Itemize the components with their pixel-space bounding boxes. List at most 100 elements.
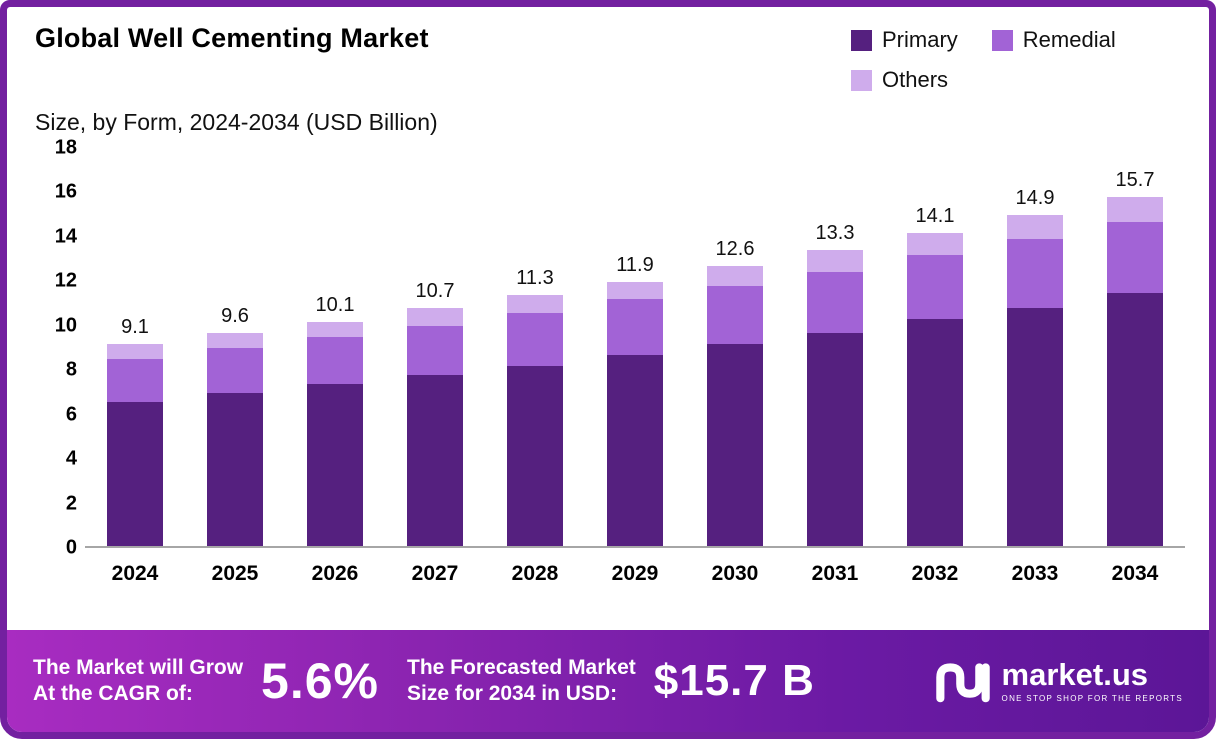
marketus-logo-icon [935,663,990,703]
brand-tagline: ONE STOP SHOP FOR THE REPORTS [1001,694,1183,703]
x-axis-label: 2027 [411,562,459,585]
x-axis-label: 2024 [111,562,159,585]
x-axis-label: 2026 [311,562,359,585]
x-axis-label: 2034 [1111,562,1159,585]
bar-segment-primary [507,366,563,546]
bar-segment-primary [807,332,863,546]
legend-item-remedial: Remedial [991,27,1116,53]
y-tick: 10 [54,314,77,337]
y-axis: 0 2 4 6 8 10 12 14 16 18 [23,137,85,559]
bar-total-label: 11.3 [516,266,554,289]
chart-title: Global Well Cementing Market [35,23,429,53]
bar-total-label: 10.7 [415,280,455,303]
y-tick: 12 [54,269,77,292]
bar-segment-primary [407,374,463,546]
bar-segment-others [707,266,763,287]
bar-total-label: 12.6 [715,238,755,261]
bar-segment-others [107,343,163,360]
bar-segment-others [907,232,963,255]
bar-segment-primary [1007,308,1063,546]
bar-segment-remedial [307,337,363,384]
legend-label: Others [882,67,949,92]
bar-total-label: 10.1 [315,293,355,316]
bar-segment-primary [1107,292,1163,546]
legend: Primary Remedial Others [851,23,1181,93]
chart-subtitle: Size, by Form, 2024-2034 (USD Billion) [35,109,438,135]
y-tick: 0 [65,536,77,559]
y-tick: 14 [54,225,77,248]
x-axis-label: 2033 [1011,562,1059,585]
bar-total-label: 14.1 [915,204,955,227]
y-tick: 18 [54,136,77,159]
bar-segment-others [607,281,663,300]
bar-segment-others [407,308,463,327]
bar-segment-primary [207,392,263,546]
bar-total-label: 15.7 [1115,169,1155,192]
bar-column: 10.1 [285,146,385,546]
bar-column: 9.1 [85,146,185,546]
y-tick: 16 [54,180,77,203]
chart-header: Global Well Cementing Market Primary Reme… [7,7,1209,136]
bar-total-label: 14.9 [1015,186,1055,209]
bar-column: 13.3 [785,146,885,546]
bar-column: 11.9 [585,146,685,546]
bar-segment-others [1107,197,1163,222]
y-tick: 4 [65,447,77,470]
bar-segment-remedial [1107,221,1163,293]
brand-logo: market.us ONE STOP SHOP FOR THE REPORTS [934,658,1183,704]
bar-total-label: 13.3 [815,222,855,245]
x-axis-label: 2029 [611,562,659,585]
bar-column: 14.9 [985,146,1085,546]
legend-swatch [991,29,1013,51]
bar-segment-others [207,332,263,349]
bar-segment-others [807,250,863,272]
bar-segment-others [507,294,563,313]
footer-banner: The Market will Grow At the CAGR of: 5.6… [7,630,1209,732]
bar-segment-remedial [107,359,163,402]
forecast-value: $15.7 B [653,656,815,705]
x-axis-label: 2030 [711,562,759,585]
bar-total-label: 9.1 [121,315,149,338]
x-axis-label: 2025 [211,562,259,585]
bar-segment-remedial [207,348,263,393]
bar-segment-remedial [607,299,663,355]
cagr-value: 5.6% [261,653,380,709]
legend-item-primary: Primary [851,27,958,53]
bar-column: 12.6 [685,146,785,546]
x-axis-label: 2028 [511,562,559,585]
y-tick: 8 [65,358,77,381]
chart-area: 0 2 4 6 8 10 12 14 16 18 9.1 9.6 10.1 10.7 11.3 11.9 12… [7,136,1209,630]
bar-segment-primary [907,319,963,546]
bar-total-label: 11.9 [616,253,654,276]
cagr-label: The Market will Grow At the CAGR of: [33,655,244,705]
bar-segment-remedial [807,271,863,333]
y-tick: 2 [65,492,77,515]
legend-swatch [851,29,872,51]
legend-label: Primary [882,27,958,52]
legend-swatch [851,69,872,91]
bar-segment-primary [107,401,163,546]
bar-segment-remedial [907,254,963,320]
x-axis-label: 2032 [911,562,959,585]
bar-segment-primary [607,354,663,546]
legend-label: Remedial [1022,27,1116,52]
bar-column: 11.3 [485,146,585,546]
bar-column: 14.1 [885,146,985,546]
bar-segment-others [1007,214,1063,240]
bar-segment-primary [307,383,363,546]
bar-column: 10.7 [385,146,485,546]
bar-column: 15.7 [1085,146,1185,546]
bar-segment-remedial [1007,239,1063,309]
legend-item-others: Others [851,67,948,93]
x-axis-label: 2031 [811,562,859,585]
bar-segment-remedial [707,286,763,344]
bar-segment-remedial [407,326,463,375]
brand-name: market.us [1001,657,1149,692]
y-tick: 6 [65,403,77,426]
forecast-label: The Forecasted Market Size for 2034 in U… [407,655,636,705]
bar-segment-others [307,321,363,338]
bar-segment-primary [707,343,763,546]
bar-column: 9.6 [185,146,285,546]
bar-total-label: 9.6 [221,304,249,327]
